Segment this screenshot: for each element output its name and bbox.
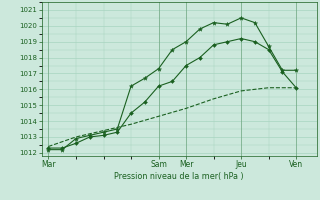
X-axis label: Pression niveau de la mer( hPa ): Pression niveau de la mer( hPa ) bbox=[114, 172, 244, 181]
